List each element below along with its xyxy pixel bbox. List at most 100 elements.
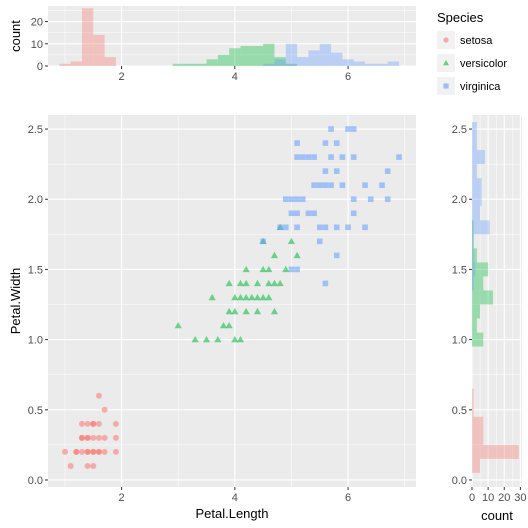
y-tick-label: 0 bbox=[37, 61, 43, 73]
data-point-virginica bbox=[282, 196, 289, 203]
right-histogram-axes: 0 10 20 30 0.0 0.5 1.0 1.5 2.0 2.5 bbox=[452, 124, 527, 504]
data-point-versicolor bbox=[259, 293, 267, 301]
histogram-bar-setosa bbox=[472, 458, 481, 473]
y-tick-label: 0.5 bbox=[452, 405, 467, 417]
x-tick-label: 30 bbox=[514, 492, 526, 504]
data-point-virginica bbox=[328, 154, 334, 160]
histogram-bar-versicolor bbox=[217, 54, 230, 66]
histogram-bar-setosa bbox=[81, 8, 94, 67]
histogram-bar-virginica bbox=[353, 61, 366, 66]
legend-key-setosa bbox=[443, 37, 449, 43]
y-tick-label: 20 bbox=[31, 17, 43, 29]
legend-label-virginica: virginica bbox=[460, 81, 501, 93]
y-tick-label: 2.5 bbox=[452, 124, 467, 136]
data-point-virginica bbox=[328, 126, 334, 132]
histogram-bar-virginica bbox=[472, 248, 474, 263]
data-point-versicolor bbox=[293, 251, 301, 259]
x-tick-label: 0 bbox=[469, 492, 475, 504]
x-tick-label: 4 bbox=[232, 492, 238, 504]
scatter-panel: 2 4 6 0.0 0.5 1.0 1.5 2.0 2.5 Petal.Length Petal… bbox=[8, 115, 416, 521]
data-point-versicolor bbox=[253, 279, 262, 287]
data-point-setosa bbox=[78, 434, 85, 441]
data-point-virginica bbox=[294, 154, 300, 160]
histogram-bar-versicolor bbox=[172, 63, 184, 66]
data-point-setosa bbox=[84, 420, 91, 427]
legend-items: setosa versicolor virginica bbox=[437, 31, 507, 95]
histogram-bar-versicolor bbox=[472, 234, 474, 249]
data-point-setosa bbox=[90, 462, 97, 469]
data-point-virginica bbox=[311, 210, 317, 217]
histogram-bar-virginica bbox=[472, 164, 477, 179]
data-point-virginica bbox=[294, 140, 300, 146]
data-point-versicolor bbox=[242, 307, 250, 315]
histogram-bar-setosa bbox=[472, 444, 519, 459]
data-point-versicolor bbox=[225, 279, 233, 287]
x-tick-label: 10 bbox=[482, 492, 494, 504]
data-point-virginica bbox=[305, 154, 312, 160]
scatter-points bbox=[61, 126, 402, 469]
data-point-virginica bbox=[288, 196, 295, 203]
data-point-versicolor bbox=[231, 307, 239, 315]
data-point-versicolor bbox=[231, 293, 239, 301]
data-point-versicolor bbox=[242, 279, 250, 287]
histogram-bar-virginica bbox=[472, 122, 477, 137]
data-point-virginica bbox=[367, 196, 374, 203]
right-histogram-background bbox=[472, 115, 522, 487]
data-point-versicolor bbox=[265, 279, 273, 287]
data-point-virginica bbox=[362, 224, 368, 231]
right-histogram-panel: 0 10 20 30 0.0 0.5 1.0 1.5 2.0 2.5 count bbox=[452, 115, 527, 523]
data-point-versicolor bbox=[174, 321, 182, 329]
top-histogram-y-axis-title: count bbox=[8, 20, 23, 52]
data-point-virginica bbox=[288, 210, 295, 217]
data-point-virginica bbox=[333, 168, 340, 174]
data-point-setosa bbox=[90, 420, 97, 427]
data-point-setosa bbox=[84, 448, 91, 455]
y-tick-label: 1.0 bbox=[452, 335, 467, 347]
histogram-bar-virginica bbox=[387, 61, 400, 66]
data-point-virginica bbox=[379, 182, 385, 188]
data-point-versicolor bbox=[208, 293, 216, 301]
x-tick-label: 6 bbox=[345, 492, 351, 504]
data-point-setosa bbox=[73, 448, 80, 455]
data-point-virginica bbox=[322, 168, 329, 174]
histogram-bar-setosa bbox=[472, 388, 474, 403]
top-histogram-bars bbox=[59, 8, 400, 67]
data-point-setosa bbox=[90, 434, 97, 441]
histogram-bar-virginica bbox=[472, 276, 474, 291]
scatter-grid bbox=[48, 115, 416, 487]
histogram-bar-versicolor bbox=[472, 304, 481, 319]
histogram-bar-versicolor bbox=[206, 59, 218, 66]
legend-label-versicolor: versicolor bbox=[460, 58, 507, 70]
histogram-bar-setosa bbox=[472, 430, 484, 445]
histogram-bar-virginica bbox=[472, 192, 482, 207]
histogram-bar-virginica bbox=[308, 50, 320, 66]
histogram-bar-setosa bbox=[59, 63, 71, 66]
legend-key-virginica bbox=[443, 83, 449, 89]
scatter-y-axis-title: Petal.Width bbox=[8, 268, 23, 334]
x-tick-label: 6 bbox=[345, 71, 351, 83]
data-point-setosa bbox=[84, 434, 91, 441]
y-tick-label: 0.0 bbox=[28, 475, 43, 487]
data-point-virginica bbox=[350, 126, 357, 132]
histogram-bar-versicolor bbox=[240, 46, 252, 66]
data-point-virginica bbox=[260, 238, 266, 245]
y-tick-label: 1.5 bbox=[28, 264, 43, 276]
histogram-bar-virginica bbox=[472, 206, 481, 221]
data-point-virginica bbox=[333, 140, 340, 146]
data-point-virginica bbox=[294, 224, 300, 231]
data-point-versicolor bbox=[214, 336, 222, 343]
right-histogram-grid bbox=[471, 115, 522, 487]
data-point-versicolor bbox=[282, 265, 290, 273]
histogram-bar-versicolor bbox=[251, 46, 264, 66]
histogram-bar-virginica bbox=[472, 220, 490, 235]
data-point-virginica bbox=[322, 224, 329, 231]
scatter-x-axis-title: Petal.Length bbox=[195, 506, 268, 521]
data-point-setosa bbox=[101, 434, 108, 441]
scatter-axes: 2 4 6 0.0 0.5 1.0 1.5 2.0 2.5 bbox=[28, 124, 351, 504]
data-point-setosa bbox=[90, 448, 97, 455]
data-point-versicolor bbox=[236, 336, 245, 343]
y-tick-label: 1.5 bbox=[452, 264, 467, 276]
data-point-virginica bbox=[384, 196, 391, 203]
top-histogram-background bbox=[48, 6, 416, 66]
